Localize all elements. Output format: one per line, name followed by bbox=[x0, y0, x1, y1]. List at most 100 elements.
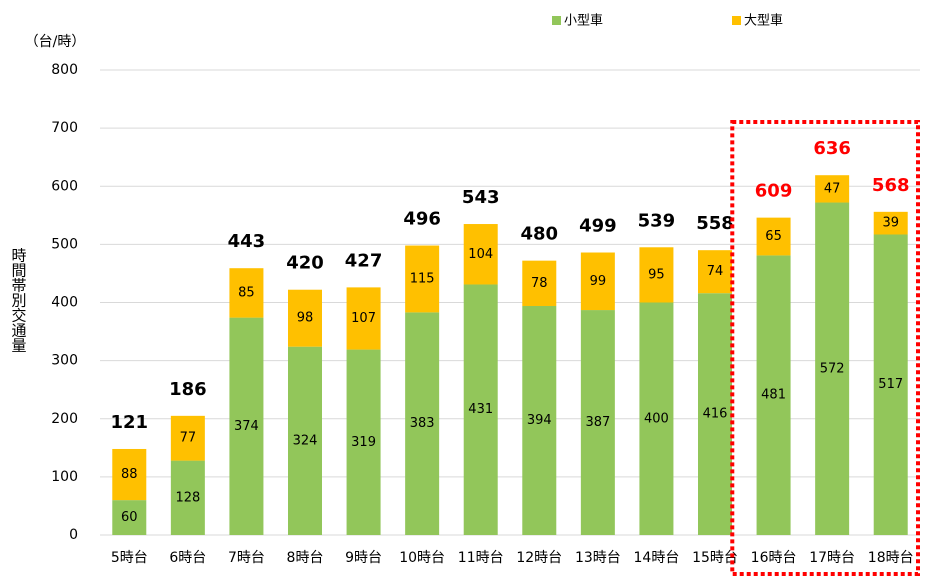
total-label: 480 bbox=[520, 224, 558, 245]
total-label: 543 bbox=[462, 187, 500, 208]
total-label: 443 bbox=[228, 231, 266, 252]
total-label: 420 bbox=[286, 253, 324, 274]
y-unit: （台/時） bbox=[25, 34, 86, 50]
data-label: 387 bbox=[585, 415, 610, 430]
total-label: 636 bbox=[813, 138, 851, 159]
bar-segment bbox=[112, 448, 147, 501]
bar-segment bbox=[580, 310, 615, 535]
y-tick-label: 200 bbox=[51, 411, 78, 427]
data-label: 324 bbox=[293, 433, 318, 448]
total-label: 539 bbox=[638, 210, 676, 231]
bar-segment bbox=[815, 202, 850, 535]
x-tick-label: 5時台 bbox=[111, 550, 148, 566]
bar-segment bbox=[346, 349, 381, 535]
y-tick-label: 700 bbox=[51, 120, 78, 136]
y-tick-label: 0 bbox=[69, 527, 78, 543]
data-label: 319 bbox=[351, 435, 376, 450]
total-label: 186 bbox=[169, 379, 207, 400]
y-tick-label: 300 bbox=[51, 353, 78, 369]
data-label: 107 bbox=[351, 311, 376, 326]
bar-segment bbox=[463, 224, 498, 285]
bar-segment bbox=[873, 211, 908, 235]
bar-segment bbox=[756, 217, 791, 256]
total-label: 121 bbox=[110, 412, 148, 433]
bar-segment bbox=[580, 252, 615, 311]
y-tick-label: 400 bbox=[51, 295, 78, 311]
legend-label: 小型車 bbox=[564, 14, 603, 29]
x-tick-label: 7時台 bbox=[228, 550, 265, 566]
bar-segment bbox=[112, 500, 147, 535]
bar-segment bbox=[815, 175, 850, 203]
bar-segment bbox=[229, 268, 264, 318]
data-label: 115 bbox=[410, 271, 435, 286]
data-label: 95 bbox=[648, 267, 665, 282]
bar-segment bbox=[639, 247, 674, 303]
bar-segment bbox=[639, 302, 674, 535]
data-label: 128 bbox=[175, 490, 200, 505]
x-tick-label: 14時台 bbox=[634, 550, 680, 566]
bar-segment bbox=[346, 287, 381, 350]
data-label: 99 bbox=[590, 274, 607, 289]
bar-segment bbox=[170, 460, 205, 535]
data-label: 77 bbox=[180, 431, 197, 446]
data-label: 400 bbox=[644, 411, 669, 426]
data-label: 517 bbox=[878, 377, 903, 392]
bar-segment bbox=[698, 293, 732, 535]
x-tick-label: 16時台 bbox=[751, 550, 797, 566]
data-label: 98 bbox=[297, 311, 314, 326]
data-label: 74 bbox=[707, 264, 724, 279]
total-label: 609 bbox=[755, 181, 793, 202]
total-label: 499 bbox=[579, 216, 617, 237]
data-label: 60 bbox=[121, 510, 138, 525]
bar-segment bbox=[756, 255, 791, 535]
data-label: 431 bbox=[468, 402, 493, 417]
x-tick-label: 15時台 bbox=[692, 550, 738, 566]
x-tick-label: 13時台 bbox=[575, 550, 621, 566]
data-label: 394 bbox=[527, 413, 552, 428]
y-tick-label: 600 bbox=[51, 178, 78, 194]
y-tick-label: 800 bbox=[51, 62, 78, 78]
x-tick-label: 6時台 bbox=[169, 550, 206, 566]
bar-segment bbox=[288, 346, 322, 535]
legend-label: 大型車 bbox=[744, 14, 783, 29]
data-label: 85 bbox=[238, 285, 255, 300]
y-tick-label: 100 bbox=[51, 469, 78, 485]
total-label: 558 bbox=[696, 213, 734, 234]
data-label: 88 bbox=[121, 467, 138, 482]
bar-segment bbox=[405, 245, 440, 313]
bar-segment bbox=[873, 234, 908, 535]
data-label: 481 bbox=[761, 388, 786, 403]
legend-swatch bbox=[732, 16, 741, 25]
x-tick-label: 12時台 bbox=[516, 550, 562, 566]
bar-segment bbox=[229, 317, 264, 535]
bar-segment bbox=[522, 260, 557, 306]
x-tick-label: 18時台 bbox=[868, 550, 914, 566]
x-tick-label: 11時台 bbox=[458, 550, 504, 566]
total-label: 496 bbox=[403, 209, 441, 230]
data-label: 65 bbox=[765, 229, 782, 244]
total-label: 427 bbox=[345, 250, 383, 271]
x-tick-label: 10時台 bbox=[399, 550, 445, 566]
bar-segment bbox=[405, 312, 440, 535]
bar-segment bbox=[288, 289, 322, 347]
bar-segment bbox=[698, 250, 732, 294]
legend-swatch bbox=[552, 16, 561, 25]
data-label: 383 bbox=[410, 416, 435, 431]
bar-segment bbox=[170, 415, 205, 461]
data-label: 78 bbox=[531, 276, 548, 291]
highlight-box bbox=[730, 120, 920, 576]
data-label: 39 bbox=[882, 216, 899, 231]
data-label: 104 bbox=[468, 247, 493, 262]
data-label: 374 bbox=[234, 419, 259, 434]
data-label: 572 bbox=[820, 361, 845, 376]
data-label: 47 bbox=[824, 181, 841, 196]
total-label: 568 bbox=[872, 175, 910, 196]
y-tick-label: 500 bbox=[51, 236, 78, 252]
bar-segment bbox=[463, 284, 498, 535]
x-tick-label: 17時台 bbox=[809, 550, 855, 566]
bar-segment bbox=[522, 305, 557, 535]
y-axis-title: 時間帯別交通量 bbox=[10, 248, 28, 353]
data-label: 416 bbox=[703, 407, 728, 422]
x-tick-label: 8時台 bbox=[287, 550, 324, 566]
